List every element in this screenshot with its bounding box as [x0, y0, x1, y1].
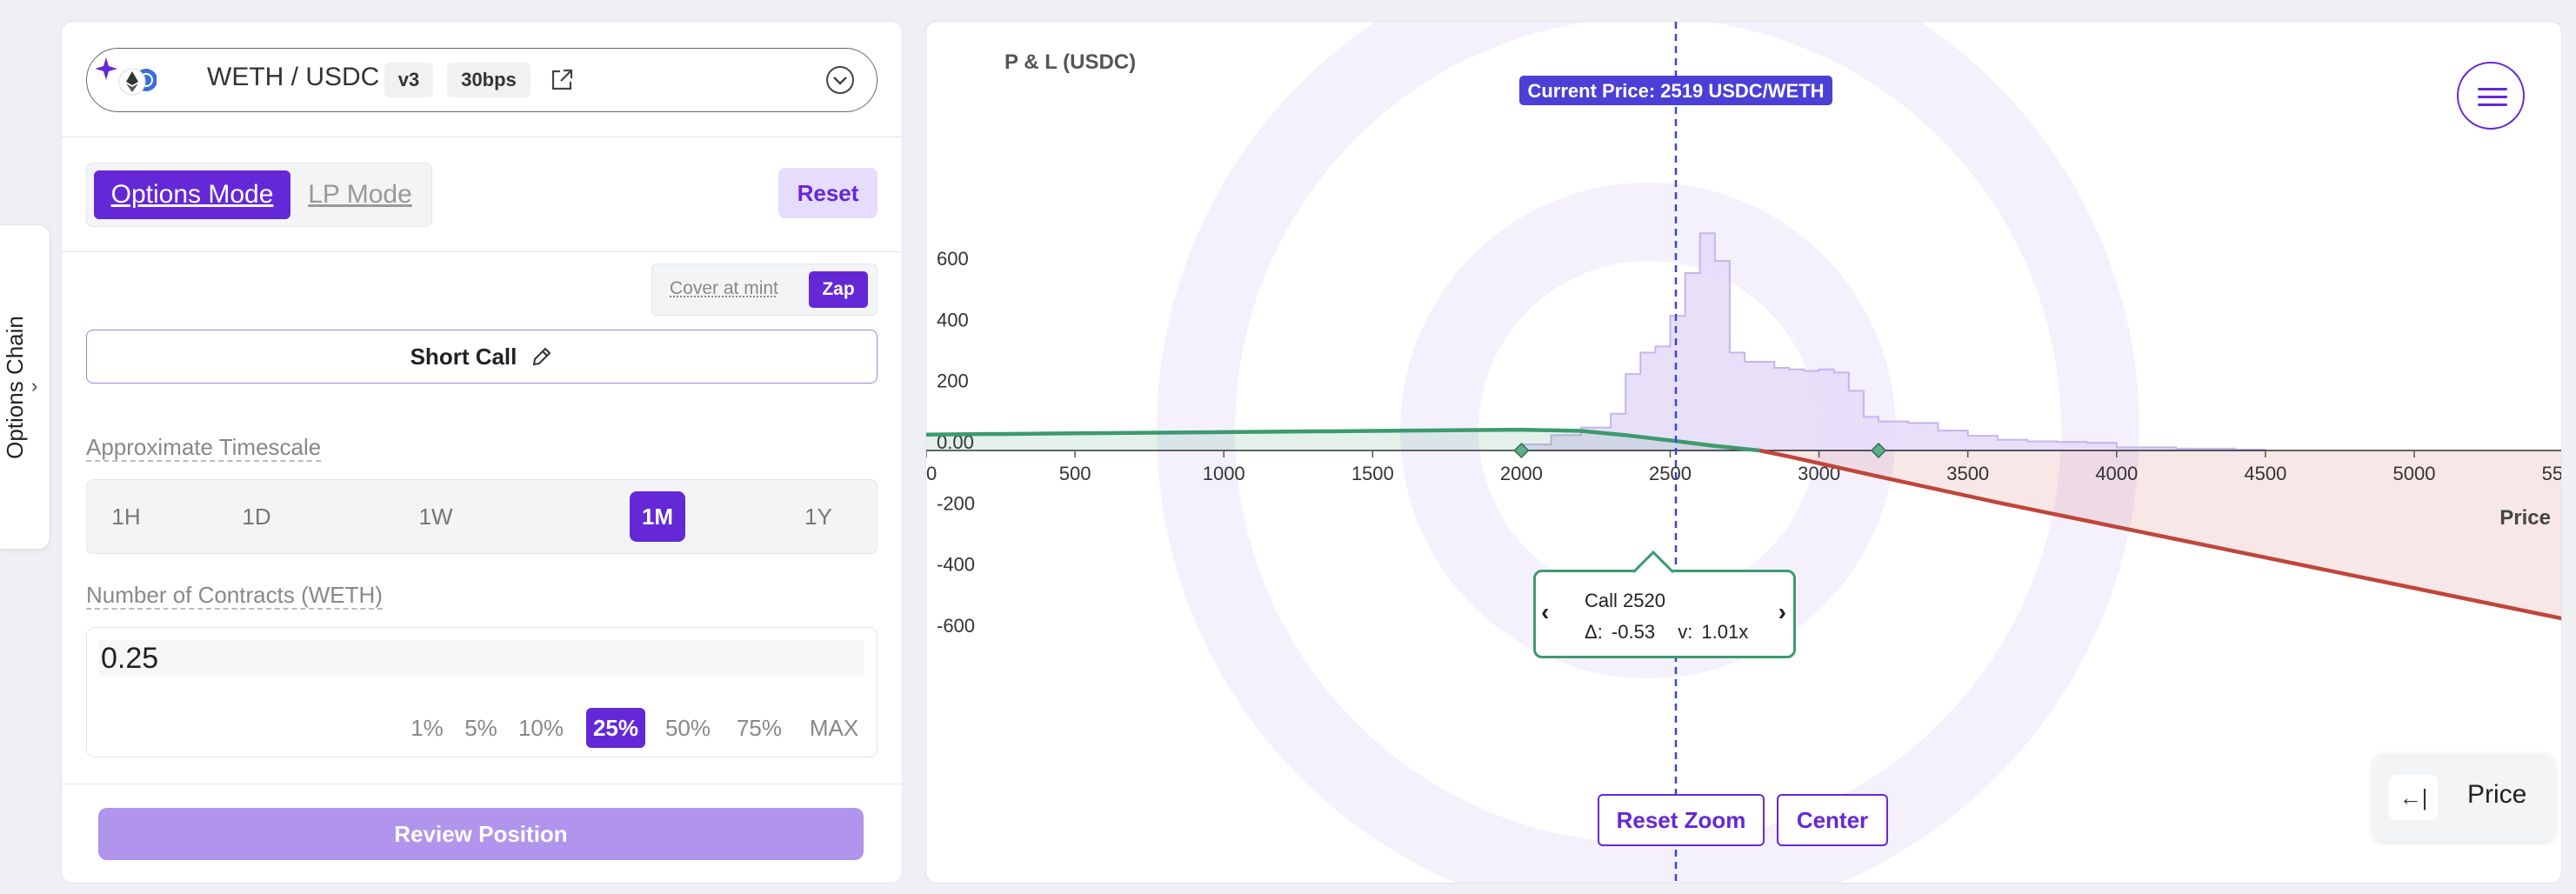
- pnl-chart[interactable]: 0050010001500200025003000350040004500500…: [926, 22, 2562, 884]
- pool-token-icons: [96, 57, 157, 96]
- percent-25[interactable]: 25%: [586, 708, 645, 748]
- strategy-label: Short Call: [410, 343, 517, 370]
- timescale-selector: 1H 1D 1W 1M 1Y: [86, 479, 878, 554]
- pnl-chart-panel[interactable]: 0050010001500200025003000350040004500500…: [925, 21, 2562, 884]
- divider: [62, 251, 902, 252]
- marker-layer: Current Price: 2519 USDC/WETH: [1513, 22, 1887, 883]
- percent-5[interactable]: 5%: [464, 714, 497, 741]
- review-position-button[interactable]: Review Position: [98, 808, 864, 860]
- y-tick-label: 400: [937, 309, 969, 330]
- x-tick-label: 5000: [2393, 463, 2436, 484]
- x-tick-label: 1500: [1351, 463, 1394, 484]
- y-axis-title: P & L (USDC): [1004, 50, 1136, 74]
- y-tick-label: 600: [937, 248, 969, 270]
- tooltip-delta: Δ: -0.53: [1585, 621, 1656, 643]
- chevron-down-icon[interactable]: [824, 64, 856, 96]
- current-price-badge: [1519, 76, 1833, 105]
- external-link-icon[interactable]: [548, 66, 576, 94]
- strike-marker: [1870, 442, 1887, 459]
- x-tick-label: 500: [1059, 463, 1091, 484]
- axes-layer: 0050010001500200025003000350040004500500…: [926, 50, 2562, 637]
- percent-10[interactable]: 10%: [517, 714, 564, 741]
- pool-selector[interactable]: WETH / USDC v3 30bps: [86, 48, 878, 112]
- percent-1[interactable]: 1%: [410, 714, 444, 741]
- price-toggle-label: Price: [2467, 780, 2527, 809]
- pool-name: WETH / USDC: [207, 63, 380, 91]
- position-builder-panel: WETH / USDC v3 30bps Options Mode LP Mod…: [61, 21, 903, 884]
- x-tick-label: 1000: [1203, 463, 1245, 484]
- y-tick-label: -400: [937, 554, 975, 576]
- chart-menu-button[interactable]: [2457, 62, 2525, 130]
- mode-toggle: Options Mode LP Mode: [86, 163, 432, 227]
- x-tick-label: 2000: [1500, 463, 1543, 484]
- zap-button[interactable]: Zap: [809, 271, 868, 308]
- x-tick-label: 5500: [2542, 463, 2562, 484]
- options-chain-tab[interactable]: Options Chain ›: [0, 224, 50, 550]
- center-button[interactable]: Center: [1777, 794, 1888, 846]
- profit-area: [926, 430, 1760, 450]
- percent-max[interactable]: MAX: [809, 714, 859, 741]
- chevron-right-icon: ›: [31, 375, 38, 397]
- tooltip-vol: v: 1.01x: [1678, 621, 1749, 643]
- strike-tooltip: ‹ › Call 2520 Δ: -0.53 v: 1.01x: [1533, 550, 1796, 658]
- collapse-left-icon: ←|: [2389, 775, 2438, 820]
- probability-distribution: [1520, 232, 2266, 451]
- pool-version-badge: v3: [384, 63, 433, 97]
- distribution-layer: [1520, 232, 2266, 451]
- y-tick-label: -600: [937, 615, 975, 637]
- strategy-selector[interactable]: Short Call: [86, 330, 878, 384]
- cover-at-mint-group: Cover at mint Zap: [651, 264, 878, 316]
- timescale-1d[interactable]: 1D: [242, 503, 271, 530]
- tooltip-prev-icon[interactable]: ‹: [1541, 598, 1550, 625]
- percent-75[interactable]: 75%: [736, 714, 783, 741]
- x-tick-label: 3500: [1946, 463, 1989, 484]
- strike-marker: [1513, 442, 1530, 459]
- x-axis-title: Price: [2499, 506, 2551, 530]
- timescale-label: Approximate Timescale: [86, 434, 322, 462]
- tooltip-next-icon[interactable]: ›: [1778, 598, 1786, 625]
- current-price-label: Current Price: 2519 USDC/WETH: [1527, 80, 1824, 102]
- pnl-line-profit: [926, 427, 1760, 453]
- reset-button[interactable]: Reset: [778, 168, 878, 218]
- pencil-icon: [533, 347, 551, 366]
- x-tick-label: 00: [926, 463, 937, 484]
- pool-fee-badge: 30bps: [447, 63, 531, 97]
- timescale-1h[interactable]: 1H: [111, 503, 141, 530]
- reset-zoom-button[interactable]: Reset Zoom: [1598, 794, 1765, 846]
- x-tick-label: 4000: [2095, 463, 2138, 484]
- y-tick-label: -200: [937, 492, 975, 514]
- pnl-line-layer: [926, 427, 2561, 621]
- contracts-input[interactable]: 0.25: [99, 640, 864, 677]
- cover-at-mint-option[interactable]: Cover at mint: [670, 278, 778, 298]
- price-axis-toggle[interactable]: ←| Price: [2373, 754, 2554, 841]
- pnl-line-loss: [1758, 448, 2561, 621]
- timescale-1m[interactable]: 1M: [630, 491, 685, 542]
- timescale-1y[interactable]: 1Y: [804, 503, 832, 530]
- x-tick-label: 4500: [2244, 463, 2286, 484]
- timescale-1w[interactable]: 1W: [418, 503, 453, 530]
- lp-mode-button[interactable]: LP Mode: [308, 180, 412, 209]
- y-tick-label: 200: [937, 370, 969, 392]
- tooltip-title: Call 2520: [1585, 590, 1665, 611]
- percent-50[interactable]: 50%: [664, 714, 711, 741]
- x-tick-label: 2500: [1649, 463, 1692, 484]
- options-mode-button[interactable]: Options Mode: [94, 170, 290, 219]
- options-chain-label: Options Chain: [1, 315, 28, 459]
- contracts-group: 0.25 1% 5% 10% 25% 50% 75% MAX: [86, 627, 878, 757]
- contracts-label: Number of Contracts (WETH): [86, 582, 383, 610]
